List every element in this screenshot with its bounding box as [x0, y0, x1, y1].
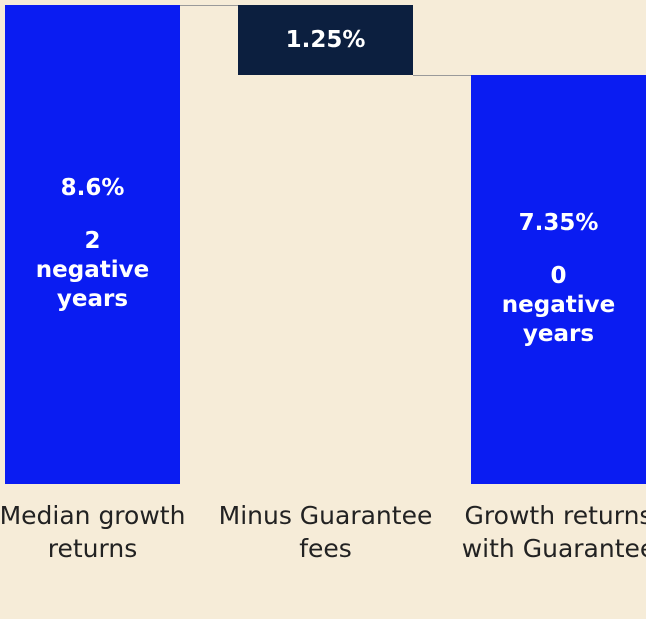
connector: [413, 74, 471, 76]
bar: 1.25%: [238, 5, 413, 75]
category-label: Minus Guarantee fees: [218, 501, 433, 563]
bar: 8.6% 2 negative years: [5, 5, 180, 484]
bar-annotation: 0 negative years: [501, 263, 616, 347]
bar: 7.35% 0 negative years: [471, 74, 646, 484]
category-label: Growth returns with Guarantee: [461, 501, 646, 563]
value-label: 8.6%: [60, 175, 125, 202]
value-label: 7.35%: [518, 210, 599, 237]
connector: [180, 5, 238, 6]
category-label: Median growth returns: [0, 501, 186, 563]
value-label: 1.25%: [285, 26, 366, 53]
bar-annotation: 2 negative years: [35, 228, 150, 312]
